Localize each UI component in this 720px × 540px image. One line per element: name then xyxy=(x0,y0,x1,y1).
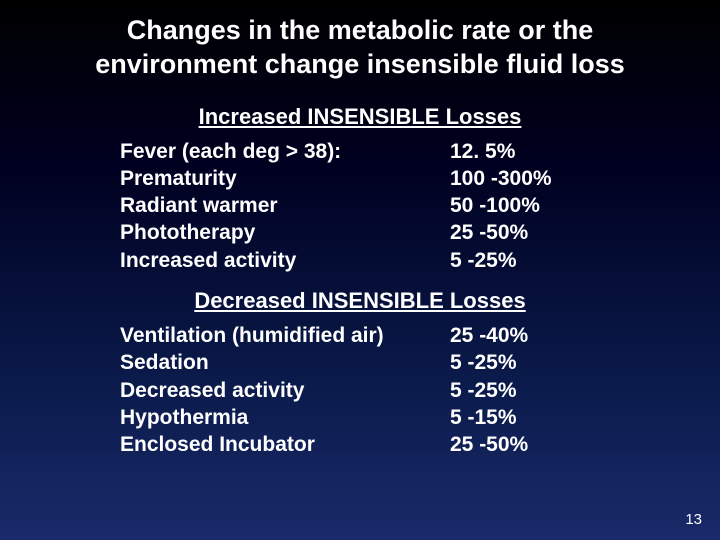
title-line-1: Changes in the metabolic rate or the xyxy=(127,15,594,45)
row-label: Decreased activity xyxy=(120,377,450,404)
table-row: Increased activity 5 -25% xyxy=(120,247,600,274)
increased-header: Increased INSENSIBLE Losses xyxy=(0,104,720,130)
table-row: Fever (each deg > 38): 12. 5% xyxy=(120,138,600,165)
row-value: 5 -25% xyxy=(450,349,600,376)
row-label: Sedation xyxy=(120,349,450,376)
row-label: Fever (each deg > 38): xyxy=(120,138,450,165)
increased-table: Fever (each deg > 38): 12. 5% Prematurit… xyxy=(120,138,600,274)
page-number: 13 xyxy=(685,511,702,528)
row-value: 50 -100% xyxy=(450,192,600,219)
decreased-header: Decreased INSENSIBLE Losses xyxy=(0,288,720,314)
row-label: Enclosed Incubator xyxy=(120,431,450,458)
row-value: 5 -25% xyxy=(450,247,600,274)
row-value: 12. 5% xyxy=(450,138,600,165)
row-value: 100 -300% xyxy=(450,165,600,192)
table-row: Phototherapy 25 -50% xyxy=(120,219,600,246)
table-row: Radiant warmer 50 -100% xyxy=(120,192,600,219)
table-row: Hypothermia 5 -15% xyxy=(120,404,600,431)
row-label: Radiant warmer xyxy=(120,192,450,219)
slide-title: Changes in the metabolic rate or the env… xyxy=(0,0,720,82)
table-row: Ventilation (humidified air) 25 -40% xyxy=(120,322,600,349)
title-line-2: environment change insensible fluid loss xyxy=(95,49,625,79)
table-row: Decreased activity 5 -25% xyxy=(120,377,600,404)
row-value: 5 -25% xyxy=(450,377,600,404)
row-value: 25 -50% xyxy=(450,431,600,458)
row-label: Prematurity xyxy=(120,165,450,192)
table-row: Enclosed Incubator 25 -50% xyxy=(120,431,600,458)
row-value: 25 -50% xyxy=(450,219,600,246)
row-value: 25 -40% xyxy=(450,322,600,349)
decreased-table: Ventilation (humidified air) 25 -40% Sed… xyxy=(120,322,600,458)
table-row: Prematurity 100 -300% xyxy=(120,165,600,192)
row-value: 5 -15% xyxy=(450,404,600,431)
row-label: Ventilation (humidified air) xyxy=(120,322,450,349)
row-label: Hypothermia xyxy=(120,404,450,431)
table-row: Sedation 5 -25% xyxy=(120,349,600,376)
row-label: Phototherapy xyxy=(120,219,450,246)
row-label: Increased activity xyxy=(120,247,450,274)
